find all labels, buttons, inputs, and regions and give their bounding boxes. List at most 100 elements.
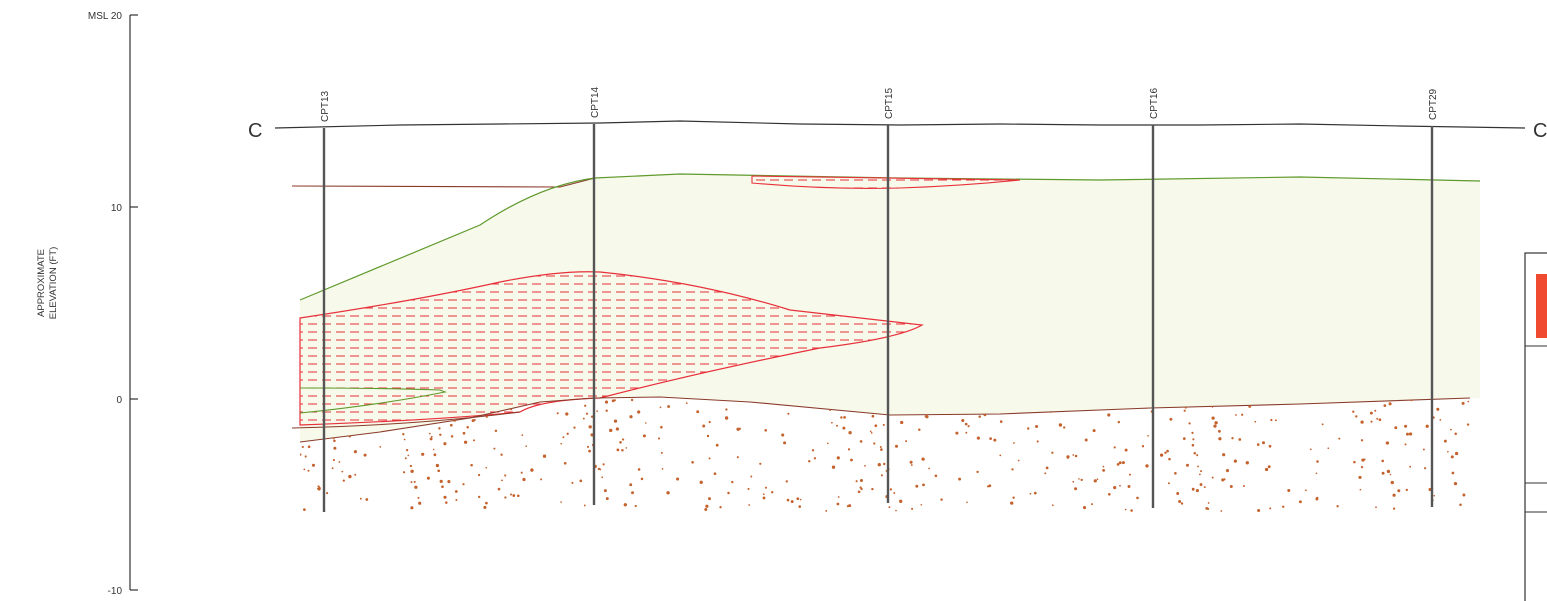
gravel-dot: [877, 463, 881, 467]
gravel-dot: [443, 495, 447, 499]
gravel-dot: [1392, 507, 1396, 510]
gravel-dot: [1082, 506, 1087, 510]
gravel-dot: [509, 493, 513, 496]
gravel-dot: [1268, 444, 1272, 448]
gravel-dot: [988, 484, 992, 488]
gravel-dot: [615, 427, 620, 431]
gravel-dot: [1409, 465, 1412, 468]
gravel-dot: [521, 434, 524, 436]
gravel-dot: [421, 234, 425, 237]
gravel-dot: [1352, 410, 1355, 413]
gravel-dot: [1257, 508, 1261, 513]
gravel-dot: [934, 474, 938, 478]
gravel-dot: [365, 498, 369, 501]
gravel-dot: [1035, 425, 1039, 428]
gravel-dot: [556, 412, 559, 415]
gravel-dot: [582, 417, 585, 420]
gravel-dot: [1238, 438, 1242, 441]
gravel-dot: [836, 502, 840, 506]
gravel-dot: [634, 504, 637, 508]
gravel-dot: [928, 467, 930, 470]
gravel-dot: [748, 504, 751, 506]
gravel-dot: [855, 480, 858, 483]
gravel-dot: [303, 468, 306, 471]
gravel-dot: [1117, 420, 1121, 424]
gravel-dot: [583, 504, 586, 507]
gravel-dot: [410, 506, 414, 510]
gravel-dot: [1360, 420, 1364, 424]
gravel-dot: [1193, 451, 1197, 455]
gravel-dot: [362, 223, 367, 228]
gravel-dot: [341, 273, 345, 277]
gravel-dot: [1182, 437, 1186, 440]
gravel-dot: [702, 424, 706, 428]
gravel-dot: [1072, 480, 1075, 483]
gravel-dot: [301, 445, 304, 449]
gravel-dot: [882, 462, 886, 466]
gravel-dot: [685, 402, 688, 404]
gravel-dot: [880, 448, 883, 451]
gravel-dot: [307, 469, 310, 472]
boring-cpt14[interactable]: CPT14: [590, 86, 601, 505]
gravel-dot: [332, 241, 336, 245]
gravel-dot: [1199, 483, 1203, 486]
gravel-dot: [1450, 428, 1452, 431]
gravel-dot: [1176, 492, 1180, 495]
boring-cpt16[interactable]: CPT16: [1149, 87, 1160, 508]
gravel-dot: [836, 424, 838, 427]
gravel-dot: [1229, 485, 1233, 488]
gravel-dot: [659, 406, 662, 409]
gravel-dot: [699, 480, 703, 484]
gravel-dot: [604, 400, 609, 404]
gravel-dot: [961, 418, 965, 423]
gravel-dot: [864, 465, 866, 467]
boring-cpt13[interactable]: CPT13: [320, 90, 331, 512]
gravel-dot: [517, 494, 520, 498]
top-clay-lens: [751, 175, 1021, 189]
gravel-dot: [409, 464, 412, 468]
gravel-dot: [831, 421, 833, 424]
gravel-dot: [1254, 420, 1257, 423]
gravel-dot: [874, 424, 878, 428]
gravel-dot: [429, 203, 433, 207]
gravel-dot: [1338, 437, 1341, 440]
gravel-dot: [1369, 411, 1373, 415]
gravel-dot: [1084, 438, 1088, 442]
gravel-dot: [445, 501, 448, 504]
boring-cpt29[interactable]: CPT29: [1428, 88, 1439, 507]
gravel-dot: [696, 410, 700, 414]
gravel-dot: [825, 509, 828, 512]
gravel-dot: [1063, 426, 1066, 429]
gravel-dot: [1222, 453, 1226, 457]
boring-cpt15[interactable]: CPT15: [884, 87, 895, 503]
gravel-dot: [1358, 475, 1362, 479]
gravel-dot: [1218, 437, 1222, 441]
gravel-dot: [588, 449, 591, 453]
gravel-dot: [379, 446, 382, 448]
gravel-dot: [1443, 439, 1447, 443]
gravel-dot: [603, 489, 607, 493]
gravel-dot: [1180, 502, 1184, 505]
gravel-dot: [1045, 466, 1049, 470]
gravel-dot: [889, 488, 893, 491]
gravel-dot: [666, 491, 670, 495]
gravel-dot: [882, 423, 885, 426]
gravel-dot: [1036, 440, 1039, 443]
gravel-dot: [305, 227, 308, 230]
gravel-dot: [708, 420, 711, 424]
gravel-dot: [1033, 491, 1037, 495]
gravel-dot: [915, 484, 919, 488]
gravel-dot: [450, 435, 454, 438]
gravel-dot: [304, 455, 307, 458]
gravel-dot: [426, 476, 430, 480]
gravel-dot: [1462, 493, 1466, 497]
gravel-dot: [447, 480, 451, 484]
gravel-dot: [462, 483, 465, 486]
gravel-dot: [512, 494, 516, 497]
gravel-dot: [432, 448, 435, 451]
gravel-dot: [1405, 488, 1408, 492]
gravel-dot: [1248, 404, 1252, 408]
gravel-dot: [1386, 469, 1391, 474]
gravel-dot: [705, 504, 709, 508]
